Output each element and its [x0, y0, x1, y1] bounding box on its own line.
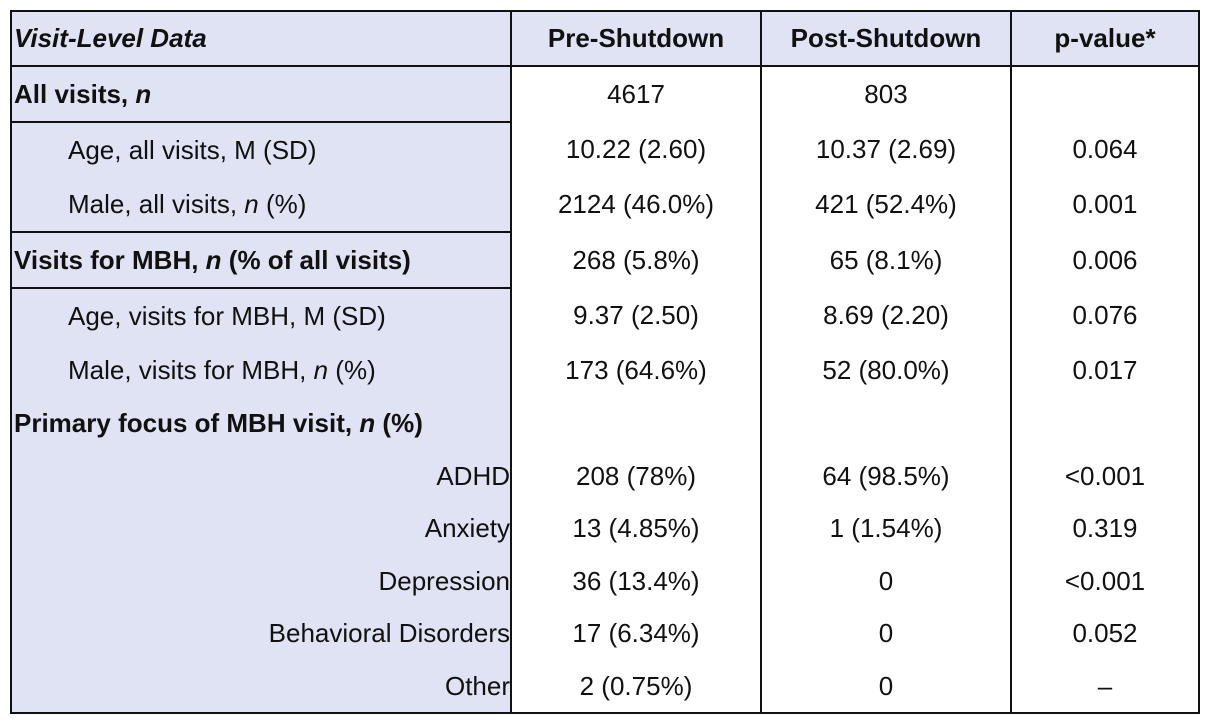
cell-pre: 268 (5.8%): [510, 232, 762, 288]
cell-post: 1 (1.54%): [760, 502, 1012, 555]
cell-pre: 36 (13.4%): [510, 555, 762, 607]
cell-p-value: <0.001: [1010, 450, 1200, 502]
cell-p-value: 0.076: [1010, 288, 1200, 343]
cell-pre: 4617: [510, 66, 762, 122]
cell-pre: 17 (6.34%): [510, 607, 762, 660]
header-pre-shutdown: Pre-Shutdown: [510, 10, 762, 67]
table-row: Age, visits for MBH, M (SD) 9.37 (2.50) …: [10, 287, 1200, 343]
row-label-adhd: ADHD: [10, 450, 512, 502]
table-row: Age, all visits, M (SD) 10.22 (2.60) 10.…: [10, 121, 1200, 177]
cell-post: 0: [760, 660, 1012, 714]
table-row: Male, all visits, n (%) 2124 (46.0%) 421…: [10, 177, 1200, 232]
cell-post: 10.37 (2.69): [760, 122, 1012, 177]
cell-p-value: [1010, 397, 1200, 450]
table-container: Visit-Level Data Pre-Shutdown Post-Shutd…: [10, 10, 1200, 714]
cell-post: 421 (52.4%): [760, 177, 1012, 232]
cell-post: 0: [760, 607, 1012, 660]
table-row: Anxiety 13 (4.85%) 1 (1.54%) 0.319: [10, 502, 1200, 555]
table-row: Depression 36 (13.4%) 0 <0.001: [10, 555, 1200, 607]
cell-pre: 173 (64.6%): [510, 343, 762, 397]
table-row: Visits for MBH, n (% of all visits) 268 …: [10, 231, 1200, 288]
header-row: Visit-Level Data Pre-Shutdown Post-Shutd…: [10, 10, 1200, 67]
row-label-all-visits: All visits, n: [10, 65, 511, 122]
row-label-age-all-visits: Age, all visits, M (SD): [10, 121, 511, 177]
cell-post: 803: [760, 66, 1012, 122]
cell-post: 65 (8.1%): [760, 232, 1012, 288]
row-label-age-visits-for-mbh: Age, visits for MBH, M (SD): [10, 287, 511, 343]
cell-pre: 2 (0.75%): [510, 660, 762, 714]
cell-pre: 13 (4.85%): [510, 502, 762, 555]
row-label-depression: Depression: [10, 555, 512, 607]
table-row: Behavioral Disorders 17 (6.34%) 0 0.052: [10, 607, 1200, 660]
cell-p-value: 0.052: [1010, 607, 1200, 660]
table-row: Primary focus of MBH visit, n (%): [10, 397, 1200, 450]
cell-post: 8.69 (2.20): [760, 288, 1012, 343]
row-label-visits-for-mbh: Visits for MBH, n (% of all visits): [10, 231, 511, 288]
row-label-behavioral-disorders: Behavioral Disorders: [10, 607, 512, 660]
cell-p-value: –: [1010, 660, 1200, 714]
header-visit-level-data: Visit-Level Data: [10, 10, 512, 67]
cell-p-value: 0.001: [1010, 177, 1200, 232]
row-label-anxiety: Anxiety: [10, 502, 512, 555]
cell-post: 0: [760, 555, 1012, 607]
cell-post: 64 (98.5%): [760, 450, 1012, 502]
row-label-male-all-visits: Male, all visits, n (%): [10, 177, 511, 232]
visit-level-data-table: Visit-Level Data Pre-Shutdown Post-Shutd…: [10, 10, 1200, 714]
cell-post: [760, 397, 1012, 450]
cell-post: 52 (80.0%): [760, 343, 1012, 397]
cell-pre: 208 (78%): [510, 450, 762, 502]
cell-p-value: <0.001: [1010, 555, 1200, 607]
row-label-other: Other: [10, 660, 512, 714]
cell-pre: 10.22 (2.60): [510, 122, 762, 177]
cell-pre: 2124 (46.0%): [510, 177, 762, 232]
cell-pre: [510, 397, 762, 450]
cell-p-value: 0.319: [1010, 502, 1200, 555]
row-label-primary-focus: Primary focus of MBH visit, n (%): [10, 397, 511, 450]
cell-p-value: [1010, 66, 1200, 122]
header-p-value: p-value*: [1010, 10, 1200, 67]
header-post-shutdown: Post-Shutdown: [760, 10, 1012, 67]
table-row: ADHD 208 (78%) 64 (98.5%) <0.001: [10, 450, 1200, 502]
table-row: All visits, n 4617 803: [10, 65, 1200, 122]
cell-p-value: 0.017: [1010, 343, 1200, 397]
cell-p-value: 0.064: [1010, 122, 1200, 177]
table-row: Male, visits for MBH, n (%) 173 (64.6%) …: [10, 343, 1200, 397]
table-row: Other 2 (0.75%) 0 –: [10, 660, 1200, 714]
cell-p-value: 0.006: [1010, 232, 1200, 288]
row-label-male-visits-for-mbh: Male, visits for MBH, n (%): [10, 343, 511, 397]
cell-pre: 9.37 (2.50): [510, 288, 762, 343]
